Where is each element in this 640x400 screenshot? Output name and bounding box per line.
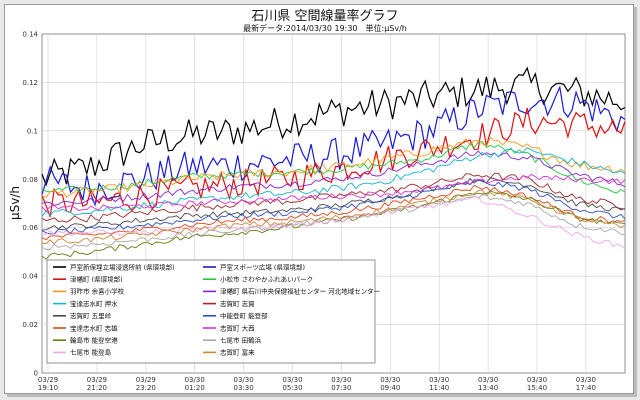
legend-entry: 羽咋市 余喜小学校	[70, 287, 125, 296]
x-tick-date: 03/30	[380, 376, 400, 384]
y-tick-label: 0.1	[27, 127, 38, 135]
radiation-chart: 00.020.040.060.080.10.120.14 03/2919:100…	[8, 8, 626, 392]
chart-title: 石川県 空間線量率グラフ	[251, 8, 398, 24]
y-tick-label: 0.12	[22, 79, 38, 87]
series-line	[41, 194, 626, 250]
series-line	[41, 147, 626, 217]
y-tick-label: 0.04	[22, 273, 38, 281]
x-tick-time: 11:40	[429, 384, 449, 392]
x-tick-time: 01:20	[185, 384, 205, 392]
series-line	[41, 107, 626, 218]
x-tick-date: 03/30	[282, 376, 302, 384]
legend-entry: 宝達志水町 押水	[70, 299, 118, 308]
y-tick-label: 0.08	[22, 176, 38, 184]
series-lines	[41, 66, 626, 260]
x-tick-date: 03/30	[429, 376, 449, 384]
y-tick-label: 0.06	[22, 224, 38, 232]
y-axis-label: μSv/h	[8, 186, 22, 220]
x-tick-date: 03/30	[233, 376, 253, 384]
legend-entry: 輪島市 能登空港	[70, 336, 118, 345]
x-tick-date: 03/29	[38, 376, 58, 384]
series-line	[41, 137, 626, 198]
x-tick-time: 07:30	[331, 384, 351, 392]
series-line	[41, 150, 626, 206]
y-tick-label: 0.14	[22, 31, 38, 39]
legend-entry: 戸室新保埋立場浸透所前 (県環境部)	[70, 262, 175, 271]
x-tick-time: 13:40	[478, 384, 498, 392]
x-tick-time: 05:30	[282, 384, 302, 392]
legend-entry: 津幡町 県石川中央保健福祉センター 河北地域センター	[220, 287, 380, 296]
legend-entry: 志賀町 大西	[220, 323, 255, 332]
chart-frame: 0 0.02 0.04 0.06 0.08 0.1 0.12 0.14 03/29 19:10 0…	[4, 4, 634, 394]
x-tick-time: 03:30	[233, 384, 253, 392]
legend-entry: 志賀町 五里峠	[70, 311, 112, 320]
x-tick-date: 03/30	[527, 376, 547, 384]
legend: 戸室新保埋立場浸透所前 (県環境部) 戸室スポーツ広場 (県環境部) 津幡町 (県環…	[46, 259, 380, 364]
legend-entry: 志賀町 富来	[220, 348, 255, 357]
legend-entry: 津幡町 (県環境部)	[70, 275, 123, 284]
legend-entry: 七尾市 田鶴浜	[220, 336, 262, 345]
legend-entry: 志賀町 志賀	[220, 299, 255, 308]
series-line	[41, 141, 626, 194]
x-tick-labels: 03/2919:1003/2921:2003/2923:2003/3001:20…	[38, 376, 596, 392]
legend-entry: 小松市 さわやかふれあいパーク	[220, 275, 313, 284]
x-tick-date: 03/30	[576, 376, 596, 384]
series-line	[41, 179, 626, 235]
x-tick-time: 09:40	[380, 384, 400, 392]
x-tick-date: 03/29	[87, 376, 107, 384]
x-tick-time: 17:40	[576, 384, 596, 392]
legend-box	[46, 259, 376, 364]
x-tick-date: 03/29	[136, 376, 156, 384]
chart-subtitle: 最新データ:2014/03/30 19:30 単位:μSv/h	[243, 23, 407, 33]
series-line	[41, 177, 626, 231]
series-line	[41, 173, 626, 212]
legend-entry: 戸室スポーツ広場 (県環境部)	[220, 262, 305, 271]
legend-entry: 宝達志水町 志雄	[70, 323, 118, 332]
y-tick-label: 0	[34, 370, 38, 378]
y-tick-labels: 0 0.02 0.04 0.06 0.08 0.1 0.12 0.14	[22, 31, 38, 378]
series-line	[41, 66, 626, 187]
legend-entry: 七尾市 能登島	[70, 348, 112, 357]
legend-entry: 中能登町 能登部	[220, 311, 268, 320]
x-tick-time: 19:10	[38, 384, 58, 392]
x-tick-date: 03/30	[331, 376, 351, 384]
x-tick-date: 03/30	[478, 376, 498, 384]
x-tick-time: 23:20	[136, 384, 156, 392]
x-tick-time: 15:40	[527, 384, 547, 392]
y-tick-label: 0.02	[22, 321, 38, 329]
x-tick-time: 21:20	[87, 384, 107, 392]
x-tick-date: 03/30	[185, 376, 205, 384]
series-line	[41, 189, 626, 245]
